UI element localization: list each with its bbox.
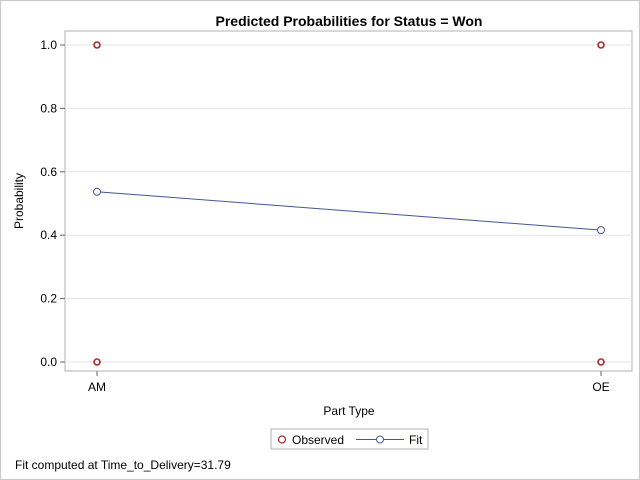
y-tick-label: 1.0 xyxy=(40,38,57,52)
legend: Observed Fit xyxy=(270,428,429,450)
footnote: Fit computed at Time_to_Delivery=31.79 xyxy=(15,458,231,472)
x-tick-label: OE xyxy=(592,380,609,394)
x-tick-label: AM xyxy=(88,380,106,394)
y-tick-label: 0.4 xyxy=(40,228,57,242)
fit-line xyxy=(96,191,602,231)
plot-area xyxy=(64,30,633,372)
legend-fit-label: Fit xyxy=(409,433,423,447)
grid-lines xyxy=(65,44,632,363)
legend-observed-label: Observed xyxy=(292,433,344,447)
x-axis: AM OE xyxy=(88,371,610,394)
observed-point xyxy=(597,358,605,366)
y-tick-label: 0.2 xyxy=(40,292,57,306)
x-axis-label: Part Type xyxy=(323,404,374,418)
observed-point xyxy=(93,41,101,49)
fit-point xyxy=(597,226,605,235)
chart-title: Predicted Probabilities for Status = Won xyxy=(216,13,483,29)
y-axis-label: Probability xyxy=(12,173,26,229)
y-axis: 0.0 0.2 0.4 0.6 0.8 1.0 xyxy=(40,38,65,369)
fit-point xyxy=(93,187,101,196)
y-tick-label: 0.8 xyxy=(40,101,57,115)
y-tick-label: 0.6 xyxy=(40,165,57,179)
legend-box xyxy=(270,428,429,450)
legend-fit-marker xyxy=(376,435,384,444)
observed-series xyxy=(93,41,605,366)
observed-point xyxy=(597,41,605,49)
legend-observed-marker xyxy=(277,435,287,444)
fit-series xyxy=(93,187,605,235)
y-tick-label: 0.0 xyxy=(40,355,57,369)
observed-point xyxy=(93,358,101,366)
